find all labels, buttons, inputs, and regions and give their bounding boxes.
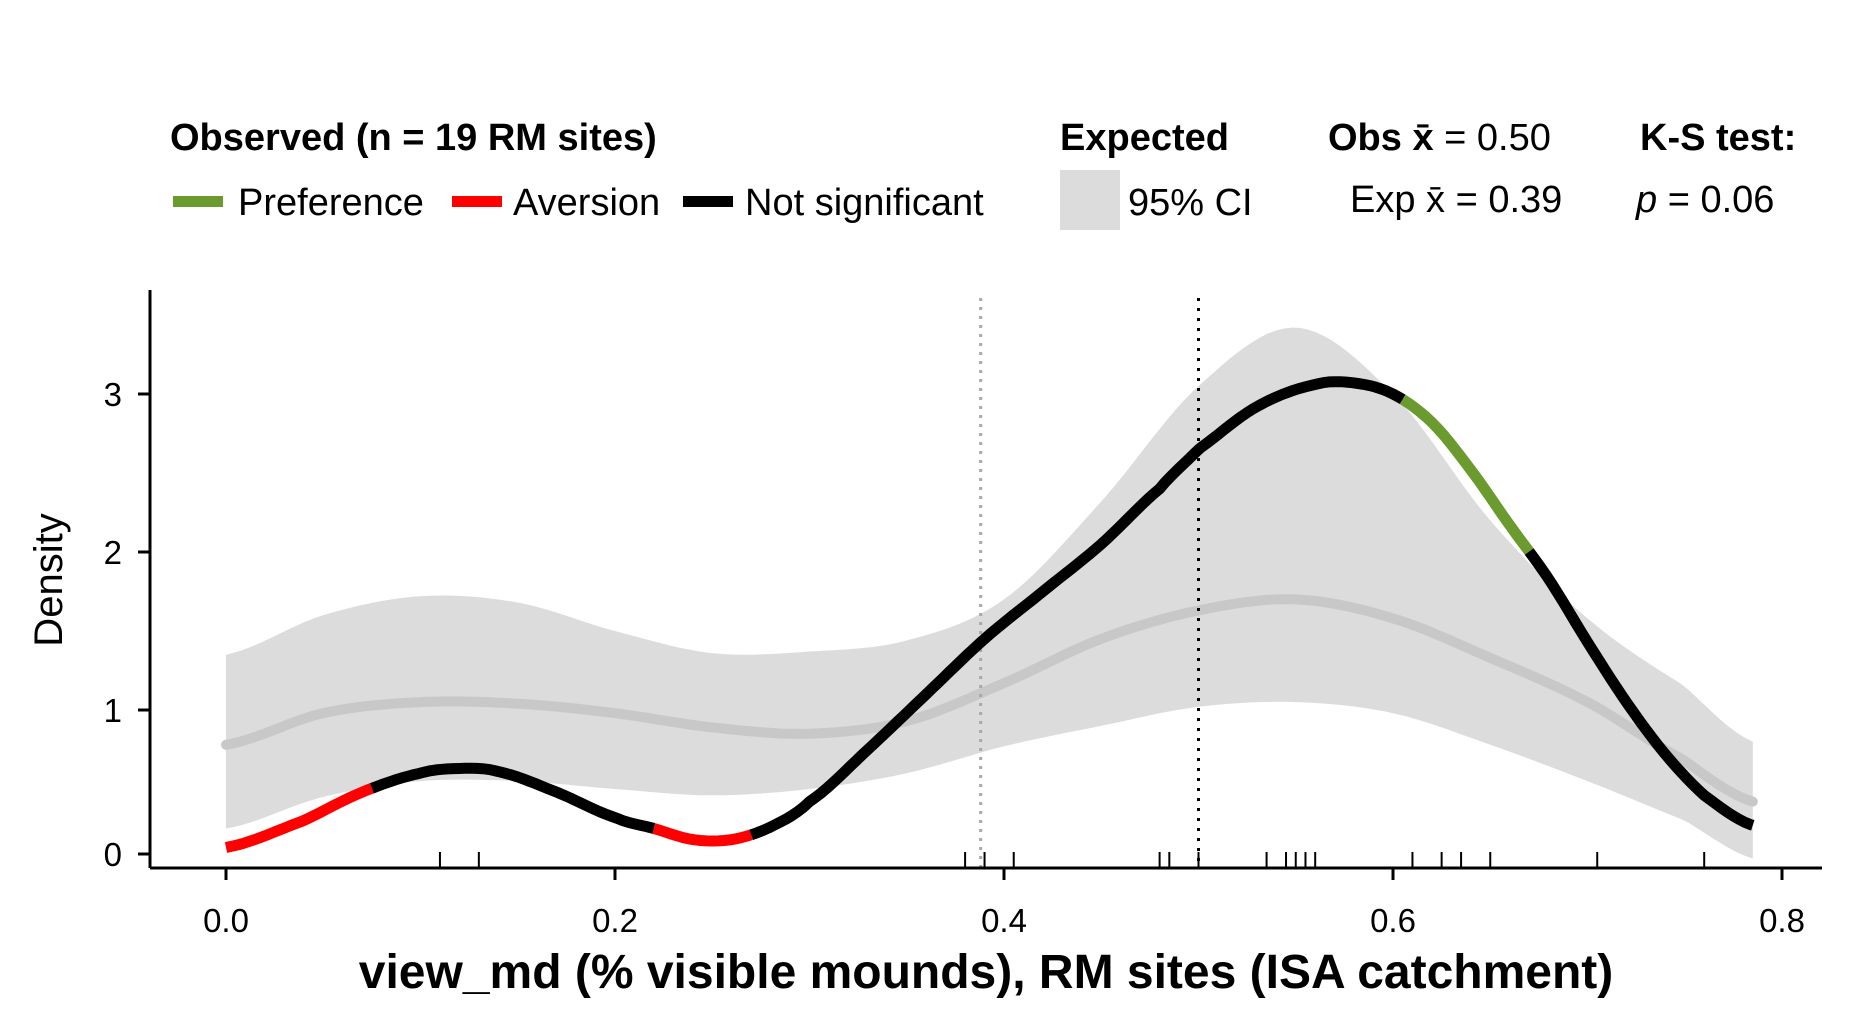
y-tick-label: 2 — [104, 534, 122, 571]
x-axis-title: view_md (% visible mounds), RM sites (IS… — [359, 946, 1614, 999]
observed-segment-not-significant — [749, 376, 1406, 840]
observed-segment-preference — [1399, 394, 1534, 555]
obs-mean-label: Obs x̄ = 0.50 — [1328, 117, 1551, 159]
y-tick-label: 3 — [104, 376, 122, 413]
legend-expected-title: Expected — [1060, 117, 1229, 159]
ci-band — [226, 327, 1753, 859]
x-tick-label: 0.8 — [1759, 902, 1805, 939]
rug-marks — [438, 852, 1706, 868]
ks-p-value: p = 0.06 — [1635, 179, 1774, 221]
legend-ci-label: 95% CI — [1128, 182, 1253, 224]
legend-preference-key — [173, 196, 223, 207]
legend-not-significant-key — [683, 196, 733, 207]
x-tick-label: 0.0 — [203, 902, 249, 939]
expected-density-line — [221, 594, 1758, 807]
y-axis-title: Density — [27, 513, 71, 646]
y-tick-label: 1 — [104, 692, 122, 729]
x-axis-ticks: 0.0 0.2 0.4 0.6 0.8 — [203, 868, 1805, 939]
x-tick-label: 0.6 — [1370, 902, 1416, 939]
observed-segment-aversion — [224, 783, 374, 853]
observed-segment-not-significant — [369, 762, 658, 834]
legend-not-significant-label: Not significant — [745, 182, 984, 224]
exp-mean-label: Exp x̄ = 0.39 — [1350, 179, 1562, 221]
x-tick-label: 0.2 — [592, 902, 638, 939]
ks-p-symbol: p — [1635, 179, 1657, 221]
legend-ci-key — [1060, 170, 1120, 230]
observed-segment-aversion — [652, 823, 753, 847]
ks-p-number: = 0.06 — [1657, 179, 1774, 221]
legend-aversion-label: Aversion — [513, 182, 660, 224]
legend-preference-label: Preference — [238, 182, 424, 224]
legend: Observed (n = 19 RM sites) Preference Av… — [170, 117, 1796, 230]
observed-segment-not-significant — [1524, 548, 1757, 831]
ks-test-title: K-S test: — [1640, 117, 1796, 159]
observed-density-segments — [224, 376, 1757, 853]
y-axis-ticks: 0 1 2 3 — [104, 376, 150, 873]
y-tick-label: 0 — [104, 836, 122, 873]
legend-observed-title: Observed (n = 19 RM sites) — [170, 117, 657, 159]
legend-aversion-key — [452, 196, 502, 207]
x-tick-label: 0.4 — [981, 902, 1027, 939]
